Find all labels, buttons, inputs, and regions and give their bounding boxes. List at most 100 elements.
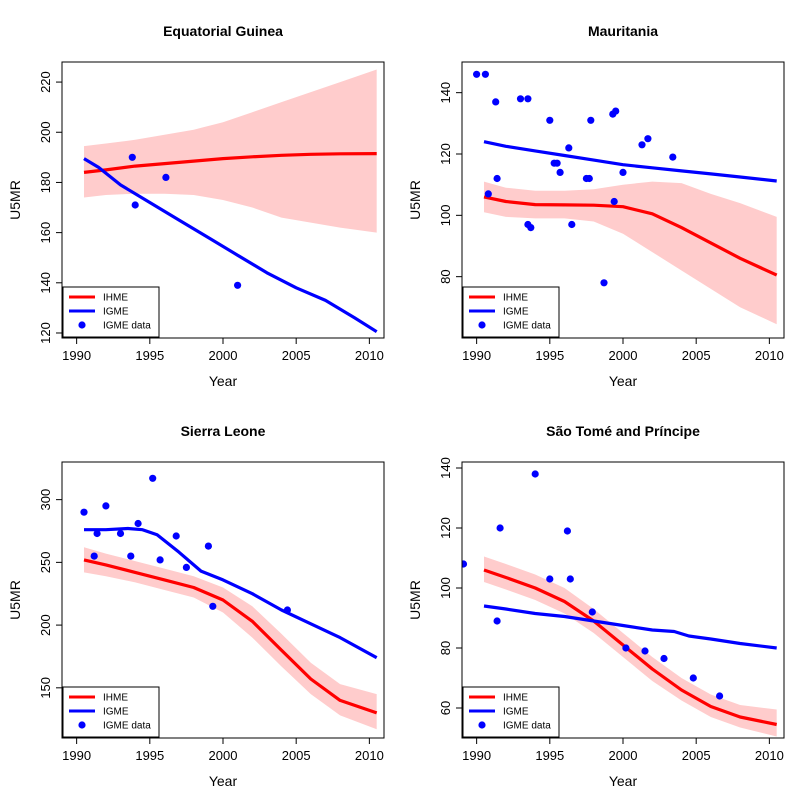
y-tick-label: 250 — [38, 552, 53, 574]
series-line-igme — [84, 526, 378, 660]
igme-data-point — [127, 552, 135, 560]
igme-data-point — [566, 575, 574, 583]
igme-data-point — [641, 647, 649, 655]
x-axis-label: Year — [209, 373, 238, 389]
x-tick-label: 2005 — [682, 748, 711, 763]
plot-area: 1990 1995 2000 2005 2010 60 80 100 120 140 — [438, 457, 785, 763]
plot-area: 1990 1995 2000 2005 2010 80 100 120 140 — [438, 61, 785, 363]
series-line-ihme — [83, 152, 377, 174]
x-axis-label: Year — [609, 373, 638, 389]
igme-data-point — [638, 141, 646, 149]
y-tick-label: 300 — [38, 489, 53, 511]
igme-data-point — [585, 174, 593, 183]
legend-label: IGME data — [503, 321, 551, 332]
y-tick-label: 60 — [438, 701, 453, 715]
legend: IHME IGME IGME data — [462, 686, 560, 738]
x-tick-label: 1995 — [535, 348, 564, 363]
igme-data-point — [565, 144, 573, 152]
igme-data-point — [546, 116, 554, 124]
x-tick-label: 1995 — [535, 748, 564, 763]
igme-data-point — [496, 524, 504, 532]
chart-title: Sierra Leone — [181, 423, 266, 439]
igme-data-point — [131, 201, 139, 209]
igme-data-point — [473, 70, 481, 78]
legend-box — [462, 686, 560, 738]
igme-data-point — [182, 563, 190, 572]
igme-data-point — [563, 527, 572, 535]
igme-data-point — [568, 220, 576, 229]
y-tick-label: 80 — [438, 641, 453, 655]
legend-swatch-dot — [78, 321, 86, 329]
plot-area: 1990 1995 2000 2005 2010 150 200 250 300 — [38, 461, 385, 763]
igme-data-point — [134, 519, 142, 528]
legend-label: IGME — [503, 707, 529, 718]
igme-data-point — [587, 116, 595, 124]
igme-data-point — [588, 608, 596, 616]
legend: IHME IGME IGME data — [62, 286, 160, 338]
chart-title: São Tomé and Príncipe — [546, 423, 700, 439]
plot-area: 1990 1995 2000 2005 2010 120 140 160 180 200 220 — [38, 61, 385, 363]
x-tick-label: 2005 — [282, 348, 311, 363]
igme-data-point — [610, 197, 618, 206]
panel-sierra-leone: Sierra Leone Year U5MR 1990 1995 2000 2005 2… — [7, 423, 385, 789]
igme-data-point — [546, 575, 554, 583]
igme-data-point — [149, 474, 157, 482]
series-line-ihme — [83, 558, 378, 715]
legend-swatch-dot — [478, 721, 486, 729]
plot-marks — [80, 474, 378, 730]
panel-sao-tome-and-principe: São Tomé and Príncipe Year U5MR 1990 1995… — [407, 423, 785, 789]
igme-data-point — [556, 168, 564, 176]
igme-data-point — [553, 159, 561, 167]
legend-label: IHME — [103, 293, 128, 304]
series-line-igme — [483, 604, 777, 650]
legend-label: IGME — [503, 307, 529, 318]
legend-swatch-dot — [78, 721, 86, 729]
x-tick-label: 2000 — [609, 348, 638, 363]
igme-data-point — [600, 279, 608, 287]
series-line-igme — [483, 140, 777, 183]
x-axis-label: Year — [609, 773, 638, 789]
ihme-uncertainty-band — [84, 69, 377, 233]
legend-label: IGME data — [103, 321, 151, 332]
chart-title: Mauritania — [588, 23, 658, 39]
igme-data-point — [612, 107, 620, 115]
chart-title: Equatorial Guinea — [163, 23, 283, 39]
igme-data-point — [462, 560, 468, 568]
plot-marks — [473, 70, 778, 325]
legend-label: IGME data — [103, 721, 151, 732]
y-axis-label: U5MR — [7, 580, 23, 620]
y-tick-label: 200 — [38, 121, 53, 143]
panel-equatorial-guinea: Equatorial Guinea Year U5MR 1990 1995 2000… — [7, 23, 385, 389]
y-axis-label: U5MR — [7, 180, 23, 220]
igme-data-point — [716, 692, 724, 700]
x-tick-label: 1990 — [462, 748, 491, 763]
igme-data-point — [162, 173, 170, 181]
series-line-ihme — [483, 195, 778, 277]
igme-data-point — [689, 674, 697, 682]
legend-label: IGME — [103, 307, 129, 318]
ihme-uncertainty-band — [484, 556, 777, 737]
igme-data-point — [669, 153, 677, 161]
y-tick-label: 150 — [38, 677, 53, 699]
x-tick-label: 2010 — [355, 748, 384, 763]
igme-data-point — [619, 168, 627, 176]
igme-data-point — [209, 602, 217, 610]
igme-data-point — [493, 174, 501, 183]
y-tick-label: 180 — [38, 172, 53, 194]
igme-data-point — [283, 606, 291, 614]
legend-swatch-dot — [478, 321, 486, 329]
x-tick-label: 2010 — [755, 748, 784, 763]
igme-data-point — [622, 644, 630, 652]
ihme-uncertainty-band — [484, 181, 777, 325]
igme-data-point — [516, 95, 525, 103]
igme-data-point — [492, 98, 500, 106]
x-tick-label: 1995 — [135, 748, 164, 763]
igme-data-point — [116, 529, 125, 538]
x-tick-label: 1990 — [462, 348, 491, 363]
legend-label: IHME — [503, 293, 528, 304]
igme-data-point — [493, 617, 501, 625]
igme-data-point — [204, 542, 212, 550]
y-axis-label: U5MR — [407, 180, 423, 220]
y-tick-label: 200 — [38, 614, 53, 636]
